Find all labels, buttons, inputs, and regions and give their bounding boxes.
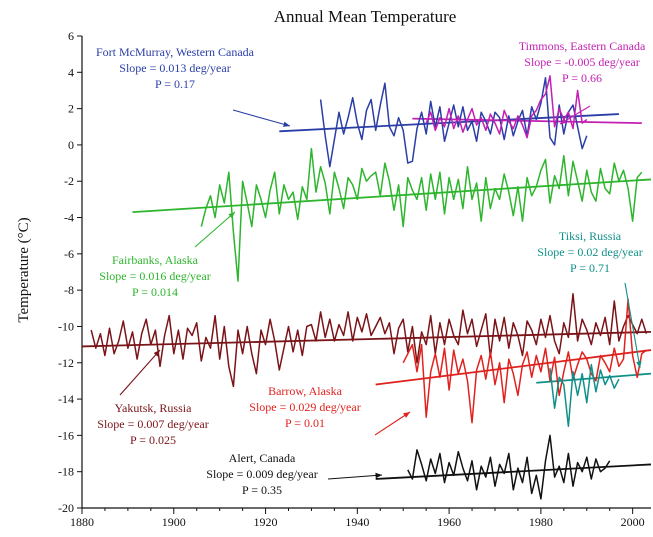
annotation-line: Slope = 0.02 deg/year (537, 245, 642, 259)
annotation-arrowhead-fort-mcmurray-western-canada (283, 121, 290, 127)
series-line-yakutsk-russia (90, 293, 648, 388)
annotation-line: Fairbanks, Alaska (112, 253, 199, 267)
annotation-arrow-fort-mcmurray-western-canada (232, 109, 291, 127)
chart-title: Annual Mean Temperature (274, 7, 457, 26)
trend-line-yakutsk-russia (81, 331, 652, 348)
annotation-line: Slope = 0.009 deg/year (206, 467, 317, 481)
annotation-alert-canada: Alert, Canada Slope = 0.009 deg/year P = 0… (206, 451, 317, 497)
annotation-arrowhead-timmons-eastern-canada (560, 118, 567, 124)
y-tick-label: -20 (58, 501, 74, 515)
annotation-line: Timmons, Eastern Canada (519, 39, 646, 53)
annotation-arrow-alert-canada (327, 474, 383, 480)
annotation-line: Slope = 0.013 deg/year (119, 61, 230, 75)
y-tick-label: -12 (58, 356, 74, 370)
annotation-line: P = 0.17 (155, 77, 195, 91)
annotation-fairbanks-alaska: Fairbanks, Alaska Slope = 0.016 deg/year P… (99, 253, 210, 299)
annotation-yakutsk-russia: Yakutsk, Russia Slope = 0.007 deg/year P =… (97, 401, 208, 447)
annotation-timmons-eastern-canada: Timmons, Eastern Canada Slope = -0.005 de… (519, 39, 646, 85)
x-tick-label: 1940 (345, 515, 369, 529)
annotation-line: P = 0.71 (570, 261, 610, 275)
annotation-barrow-alaska: Barrow, Alaska Slope = 0.029 deg/year P = … (249, 384, 360, 430)
series-line-fort-mcmurray-western-canada (319, 77, 588, 168)
annotation-line: Slope = 0.007 deg/year (97, 417, 208, 431)
annotation-line: Yakutsk, Russia (115, 401, 192, 415)
x-tick-label: 1980 (529, 515, 553, 529)
y-tick-label: 0 (68, 138, 74, 152)
annotation-line: Slope = -0.005 deg/year (524, 55, 639, 69)
annotation-arrow-fairbanks-alaska (194, 211, 236, 248)
annotation-line: Slope = 0.029 deg/year (249, 400, 360, 414)
y-tick-label: -8 (64, 283, 74, 297)
y-tick-label: 6 (68, 29, 74, 43)
annotation-arrowhead-yakutsk-russia (153, 350, 160, 357)
annotation-arrow-tiksi-russia (624, 282, 641, 369)
y-axis-label: Temperature (°C) (16, 217, 32, 322)
y-tick-label: -10 (58, 319, 74, 333)
y-tick-label: 2 (68, 102, 74, 116)
x-tick-label: 1880 (70, 515, 94, 529)
annotation-line: Slope = 0.016 deg/year (99, 269, 210, 283)
x-tick-label: 1920 (254, 515, 278, 529)
y-tick-label: -6 (64, 247, 74, 261)
y-tick-label: -18 (58, 465, 74, 479)
annotation-line: P = 0.014 (132, 285, 178, 299)
annotation-arrow-barrow-alaska (374, 411, 411, 436)
x-tick-label: 1900 (162, 515, 186, 529)
annotation-arrowhead-fairbanks-alaska (228, 212, 235, 219)
annotation-arrowhead-barrow-alaska (403, 412, 410, 418)
y-tick-label: -14 (58, 392, 74, 406)
series-line-fairbanks-alaska (200, 147, 643, 282)
annotation-line: Tiksi, Russia (559, 229, 622, 243)
annotations: Fort McMurray, Western Canada Slope = 0.0… (96, 39, 646, 497)
y-tick-label: -16 (58, 428, 74, 442)
annotation-line: Barrow, Alaska (268, 384, 343, 398)
annotation-fort-mcmurray-western-canada: Fort McMurray, Western Canada Slope = 0.0… (96, 45, 255, 91)
annotation-line: P = 0.01 (285, 416, 325, 430)
series-line-alert-canada (407, 434, 611, 500)
annotation-line: P = 0.025 (130, 433, 176, 447)
x-tick-label: 1960 (437, 515, 461, 529)
series-line-timmons-eastern-canada (425, 75, 588, 139)
series-lines (90, 75, 648, 500)
annotation-tiksi-russia: Tiksi, Russia Slope = 0.02 deg/year P = 0.… (537, 229, 642, 275)
annotation-line: Fort McMurray, Western Canada (96, 45, 255, 59)
annotation-arrowhead-alert-canada (375, 472, 382, 479)
y-tick-label: -4 (64, 211, 74, 225)
trend-line-alert-canada (375, 463, 652, 480)
annotation-arrowhead-tiksi-russia (636, 361, 642, 368)
annotation-line: Alert, Canada (229, 451, 296, 465)
annotation-line: P = 0.66 (562, 71, 602, 85)
series-line-tiksi-russia (549, 363, 620, 428)
annotation-line: P = 0.35 (242, 483, 282, 497)
annotation-arrow-yakutsk-russia (119, 349, 161, 396)
trend-line-barrow-alaska (375, 349, 652, 386)
y-tick-label: -2 (64, 174, 74, 188)
series-line-barrow-alaska (402, 298, 647, 424)
y-tick-label: 4 (68, 65, 74, 79)
x-tick-label: 2000 (621, 515, 645, 529)
